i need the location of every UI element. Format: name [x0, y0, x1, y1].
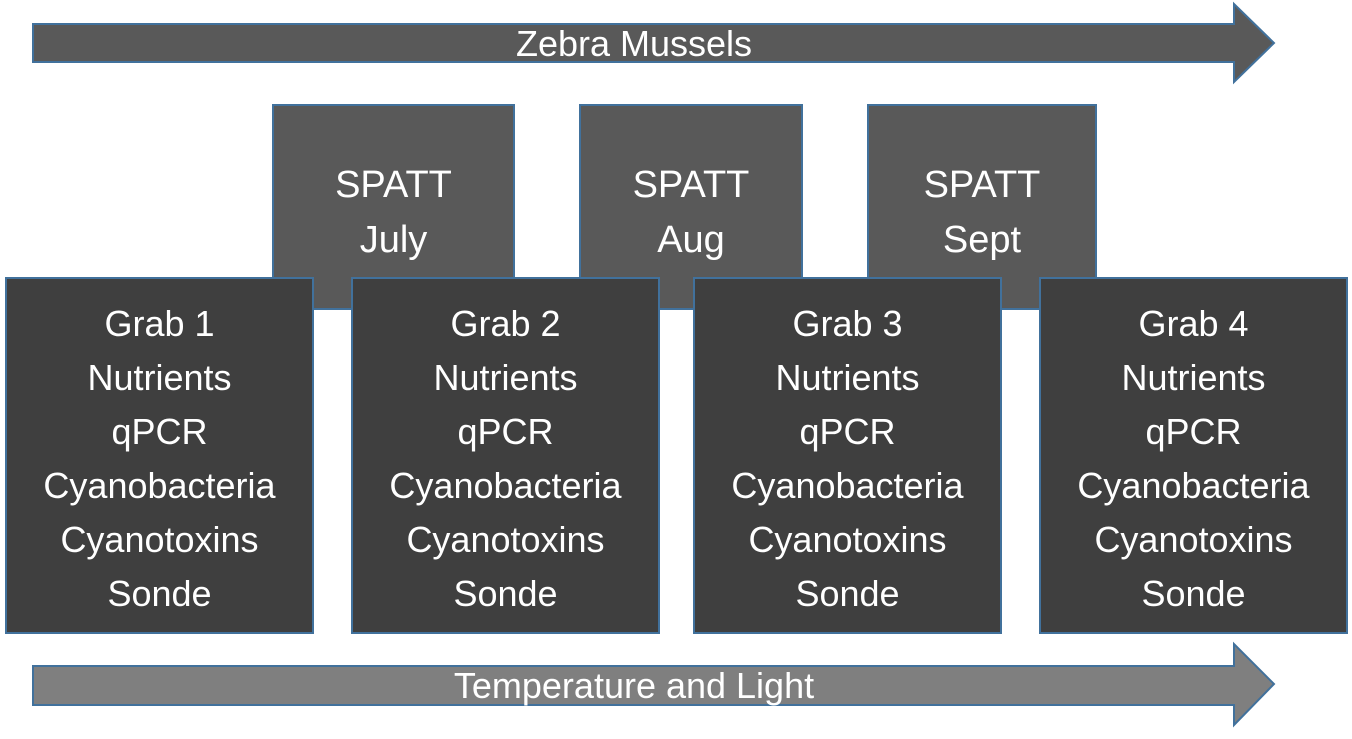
spatt-month: Aug — [657, 219, 725, 261]
spatt-title: SPATT — [335, 164, 452, 206]
zebra-mussels-arrow-shape — [32, 1, 1276, 85]
grab-box-1: Grab 1 Nutrients qPCR Cyanobacteria Cyan… — [5, 277, 314, 634]
grab-item: Sonde — [107, 573, 212, 614]
temperature-light-arrow-shape — [32, 641, 1276, 728]
grab-title: Grab 4 — [1138, 303, 1249, 344]
grab-item: Cyanobacteria — [731, 465, 964, 506]
spatt-title: SPATT — [923, 164, 1041, 206]
spatt-box-aug: SPATT Aug — [579, 104, 803, 310]
grab-item: Cyanotoxins — [1094, 519, 1293, 560]
grab-item: Nutrients — [775, 357, 920, 398]
grab-item: Cyanotoxins — [406, 519, 605, 560]
grab-item: Cyanobacteria — [43, 465, 276, 506]
grab-item: Nutrients — [1121, 357, 1266, 398]
grab-box-2: Grab 2 Nutrients qPCR Cyanobacteria Cyan… — [351, 277, 660, 634]
grab-item: Nutrients — [87, 357, 232, 398]
grab-box-4: Grab 4 Nutrients qPCR Cyanobacteria Cyan… — [1039, 277, 1348, 634]
grab-item: Sonde — [453, 573, 558, 614]
grab-item: Cyanobacteria — [389, 465, 622, 506]
grab-item: Cyanobacteria — [1077, 465, 1310, 506]
spatt-title: SPATT — [632, 164, 750, 206]
zebra-mussels-label: Zebra Mussels — [515, 23, 753, 64]
spatt-month: Sept — [942, 219, 1022, 261]
spatt-box-sept: SPATT Sept — [867, 104, 1097, 310]
grab-title: Grab 2 — [450, 303, 561, 344]
grab-item: qPCR — [1145, 411, 1242, 452]
zebra-mussels-arrow: Zebra Mussels — [0, 0, 1352, 90]
grab-item: Nutrients — [433, 357, 578, 398]
grab-item: qPCR — [111, 411, 208, 452]
grab-item: qPCR — [457, 411, 554, 452]
grab-item: Sonde — [795, 573, 900, 614]
grab-item: Cyanotoxins — [748, 519, 947, 560]
grab-item: qPCR — [799, 411, 896, 452]
grab-box-3: Grab 3 Nutrients qPCR Cyanobacteria Cyan… — [693, 277, 1002, 634]
temperature-light-label: Temperature and Light — [453, 665, 815, 706]
temperature-light-arrow: Temperature and Light — [0, 640, 1352, 732]
spatt-month: July — [359, 219, 428, 261]
grab-item: Cyanotoxins — [60, 519, 259, 560]
grab-title: Grab 1 — [104, 303, 215, 344]
grab-title: Grab 3 — [792, 303, 903, 344]
grab-item: Sonde — [1141, 573, 1246, 614]
